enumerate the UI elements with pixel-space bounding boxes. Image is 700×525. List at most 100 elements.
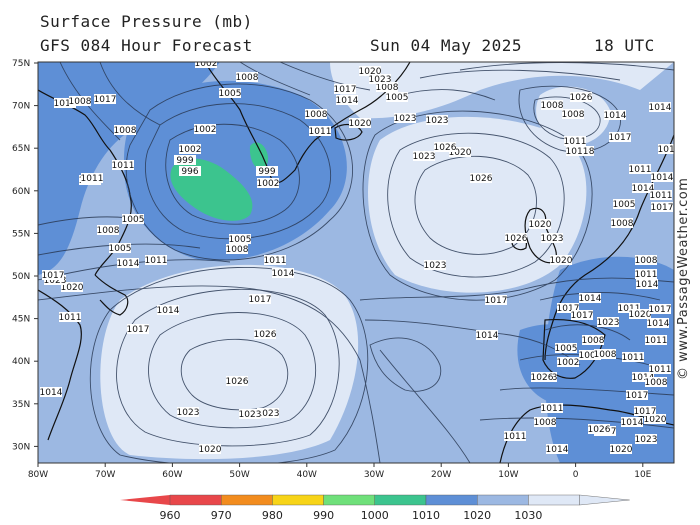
isobar-label: 1023 xyxy=(394,113,416,124)
isobar-label: 1008 xyxy=(376,82,399,93)
isobar-label: 1011 xyxy=(59,312,81,323)
africa-coast xyxy=(499,404,674,463)
svg-text:1011: 1011 xyxy=(658,145,681,155)
svg-text:1023: 1023 xyxy=(413,152,436,162)
isobar-label: 1008 xyxy=(114,125,137,136)
svg-text:1014: 1014 xyxy=(604,111,627,121)
isobar-label: 1002 xyxy=(195,59,218,69)
longitude-axis: 80W 70W 60W 50W 40W 30W 20W 10W 0 10E xyxy=(28,463,652,480)
isobar-label: 1023 xyxy=(177,407,199,418)
isobar-label: 1017 xyxy=(557,303,579,314)
isobar-label: 999 xyxy=(256,166,278,177)
isobar-label: 996 xyxy=(179,166,201,177)
legend-value: 970 xyxy=(211,509,232,522)
svg-text:1011: 1011 xyxy=(645,336,668,346)
isobar-label: 1023 xyxy=(424,260,446,271)
isobar-label: 1008 xyxy=(236,72,259,83)
svg-text:1020: 1020 xyxy=(349,119,372,129)
lon-label: 20W xyxy=(431,470,451,480)
isobar-label: 1023 xyxy=(635,434,657,445)
legend-value: 1010 xyxy=(412,509,440,522)
svg-text:1023: 1023 xyxy=(257,409,280,419)
isobar-labels: 1002100810051002100299999610029991002100… xyxy=(40,59,681,455)
isobar-label: 1023 xyxy=(541,233,563,244)
isobar-label: 1020 xyxy=(610,444,633,455)
svg-text:1014: 1014 xyxy=(476,331,499,341)
legend-swatch xyxy=(169,494,222,506)
isobar-label: 1023 xyxy=(239,409,261,420)
isobar-label: 1008 xyxy=(541,100,564,111)
svg-text:1026: 1026 xyxy=(254,330,277,340)
legend-swatch xyxy=(272,494,324,506)
isobar-label: 1011 xyxy=(658,144,681,155)
svg-text:1005: 1005 xyxy=(109,244,132,254)
isobar-label: 1026 xyxy=(505,233,528,244)
isobar-label: 1020 xyxy=(629,309,652,320)
isobar-label: 1011 xyxy=(650,190,673,201)
svg-text:1011: 1011 xyxy=(566,147,589,157)
legend-swatch xyxy=(425,494,478,506)
isobar-label: 1020 xyxy=(550,255,573,266)
isobar-label: 1005 xyxy=(219,88,241,99)
svg-text:1023: 1023 xyxy=(597,318,620,328)
isobar-label: 1026 xyxy=(254,329,277,340)
legend-arrow-right xyxy=(579,494,630,506)
svg-text:1002: 1002 xyxy=(257,179,280,189)
svg-text:1014: 1014 xyxy=(157,306,180,316)
isobar-label: 1014 xyxy=(604,110,627,121)
forecast-date: Sun 04 May 2025 xyxy=(370,36,522,55)
legend-swatch xyxy=(220,494,273,506)
svg-text:1017: 1017 xyxy=(249,295,272,305)
isobar-label: 1008 xyxy=(69,96,92,107)
svg-text:1014: 1014 xyxy=(272,269,295,279)
svg-text:1011: 1011 xyxy=(309,127,332,137)
isobar-label: 1011 xyxy=(622,352,644,363)
isobar-label: 1011 xyxy=(649,364,672,375)
svg-text:1011: 1011 xyxy=(81,174,104,184)
isobar-label: 1026 xyxy=(470,173,493,184)
svg-text:1026: 1026 xyxy=(588,425,611,435)
svg-text:1011: 1011 xyxy=(650,191,673,201)
legend-value: 1000 xyxy=(361,509,389,522)
isobar-label: 1017 xyxy=(571,310,593,321)
svg-text:1014: 1014 xyxy=(336,96,359,106)
svg-text:1014: 1014 xyxy=(632,184,655,194)
forecast-time: 18 UTC xyxy=(594,36,655,55)
svg-text:1008: 1008 xyxy=(97,226,120,236)
svg-text:1014: 1014 xyxy=(546,445,569,455)
isobar-label: 1020 xyxy=(61,282,84,293)
svg-text:1014: 1014 xyxy=(117,259,140,269)
north-atlantic-high-zone xyxy=(368,116,587,293)
newfoundland-coast xyxy=(94,274,129,316)
isobar-label: 1017 xyxy=(485,295,507,306)
latitude-axis: 75N 70N 65N 60N 55N 50N 45N 40N 35N 30N xyxy=(12,59,38,452)
legend-swatch xyxy=(528,494,580,506)
svg-text:1008: 1008 xyxy=(635,256,658,266)
svg-text:1005: 1005 xyxy=(229,235,252,245)
svg-text:1020: 1020 xyxy=(199,445,222,455)
isobar-label: 1005 xyxy=(122,214,144,225)
svg-text:1014: 1014 xyxy=(621,418,644,428)
svg-text:1014: 1014 xyxy=(40,388,63,398)
svg-text:1017: 1017 xyxy=(127,325,150,335)
legend-value: 980 xyxy=(262,509,283,522)
svg-text:1017: 1017 xyxy=(94,95,117,105)
isobar-label: 1020 xyxy=(449,147,472,158)
isobar-label: 1011 xyxy=(81,173,104,184)
svg-text:1011: 1011 xyxy=(145,256,168,266)
svg-text:1008: 1008 xyxy=(594,350,617,360)
svg-text:1002: 1002 xyxy=(195,59,218,69)
europe-coast xyxy=(544,134,674,361)
legend-swatch xyxy=(374,494,427,506)
svg-text:996: 996 xyxy=(181,167,198,177)
svg-text:1011: 1011 xyxy=(649,365,672,375)
isobar-label: 1011 xyxy=(264,255,286,266)
svg-text:1014: 1014 xyxy=(636,280,659,290)
map-frame xyxy=(37,61,675,464)
svg-text:1014: 1014 xyxy=(632,373,655,383)
svg-text:1002: 1002 xyxy=(179,145,202,155)
isobar-label: 1008 xyxy=(582,335,605,346)
lon-label: 70W xyxy=(95,470,115,480)
legend-value: 990 xyxy=(313,509,334,522)
isobar-label: 1026 xyxy=(531,372,554,383)
